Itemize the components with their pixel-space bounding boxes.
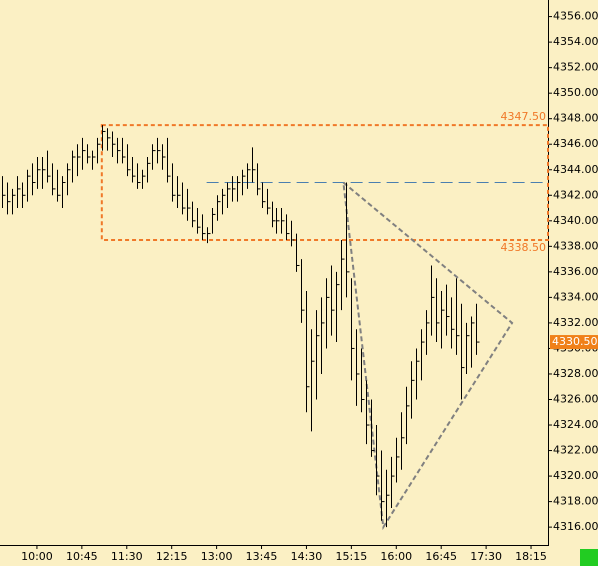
zone-top-label: 4347.50 — [501, 110, 547, 123]
y-tick-label: 4338.00 — [553, 239, 598, 252]
y-tick-label: 4346.00 — [553, 137, 598, 150]
y-tick-label: 4328.00 — [553, 367, 598, 380]
y-tick-label: 4318.00 — [553, 495, 598, 508]
y-tick-label: 4342.00 — [553, 188, 598, 201]
y-tick-label: 4320.00 — [553, 469, 598, 482]
last-price-box — [550, 335, 598, 350]
y-tick-label: 4316.00 — [553, 520, 598, 533]
y-tick-label: 4332.00 — [553, 316, 598, 329]
y-tick-label: 4322.00 — [553, 444, 598, 457]
status-box — [580, 549, 598, 566]
x-tick-label: 16:45 — [425, 550, 457, 563]
zone — [100, 124, 549, 241]
y-tick-label: 4354.00 — [553, 35, 598, 48]
y-tick-label: 4324.00 — [553, 418, 598, 431]
zone-bottom-label: 4338.50 — [501, 241, 547, 254]
y-tick-label: 4336.00 — [553, 265, 598, 278]
y-tick-label: 4356.00 — [553, 10, 598, 23]
x-tick-label: 17:30 — [470, 550, 502, 563]
x-tick-label: 11:30 — [111, 550, 143, 563]
y-tick-label: 4334.00 — [553, 290, 598, 303]
x-tick-label: 10:00 — [21, 550, 53, 563]
x-tick-label: 18:15 — [515, 550, 547, 563]
triangle — [342, 180, 514, 531]
y-tick-label: 4340.00 — [553, 214, 598, 227]
x-tick-label: 14:30 — [291, 550, 323, 563]
y-tick-label: 4344.00 — [553, 163, 598, 176]
x-tick-label: 13:45 — [246, 550, 278, 563]
x-tick-label: 13:00 — [201, 550, 233, 563]
y-tick-label: 4350.00 — [553, 86, 598, 99]
x-tick-label: 12:15 — [156, 550, 188, 563]
y-tick-label: 4348.00 — [553, 112, 598, 125]
y-tick-label: 4352.00 — [553, 61, 598, 74]
x-tick-label: 10:45 — [66, 550, 98, 563]
y-tick-label: 4326.00 — [553, 392, 598, 405]
x-tick-label: 16:00 — [380, 550, 412, 563]
x-tick-label: 15:15 — [336, 550, 368, 563]
last-price-label: 4330.50 — [552, 335, 598, 348]
